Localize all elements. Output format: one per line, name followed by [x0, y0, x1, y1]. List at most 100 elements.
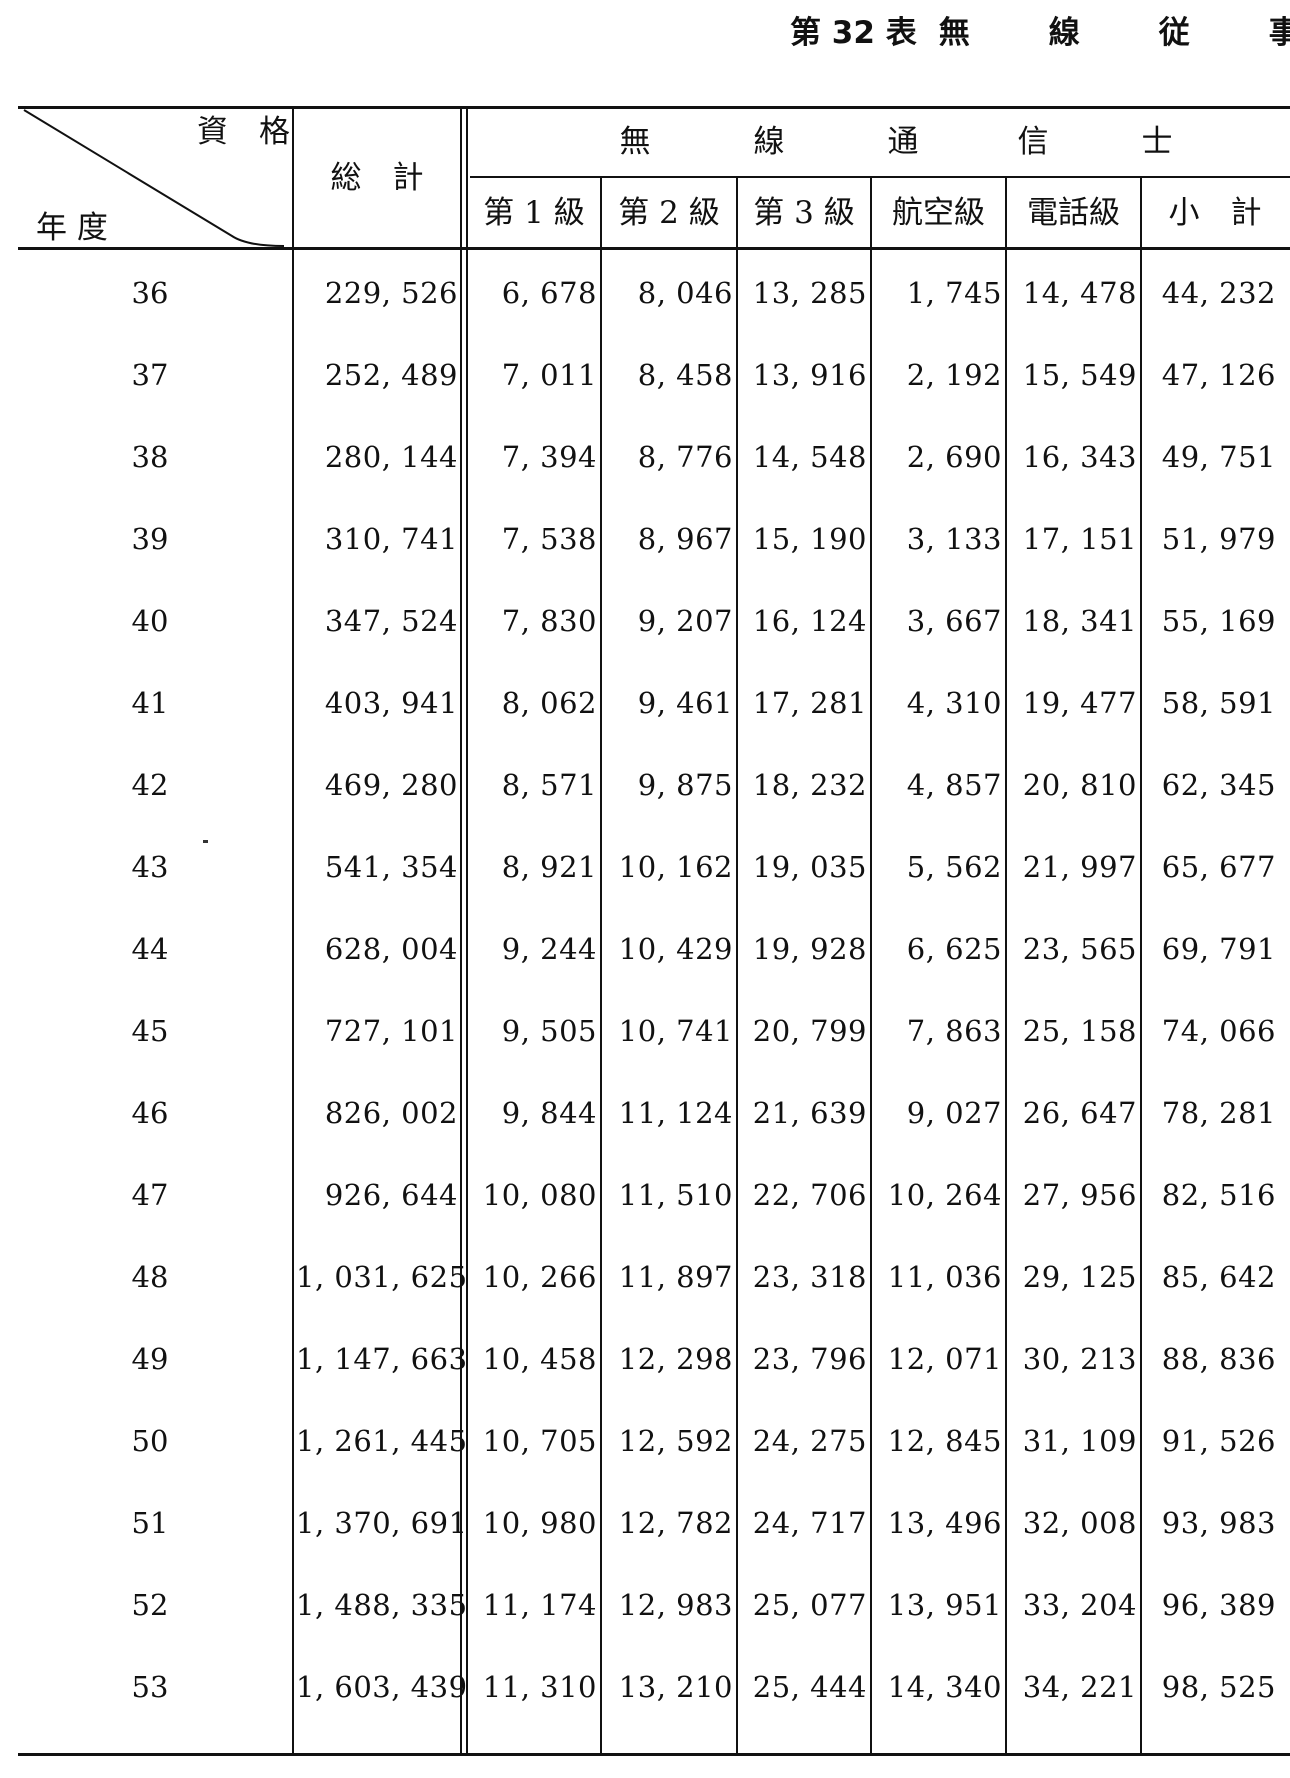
year-cell: 42: [131, 768, 169, 802]
grade1-cell: 6, 678: [501, 276, 597, 310]
total-cell: 403, 941: [324, 686, 458, 720]
grade2-cell: 13, 210: [618, 1670, 733, 1704]
year-cell: 50: [131, 1424, 169, 1458]
grade2-cell: 8, 776: [637, 440, 733, 474]
grade1-cell: 11, 174: [482, 1588, 597, 1622]
title-word: 事: [1268, 15, 1290, 51]
phone-cell: 14, 478: [1022, 276, 1137, 310]
year-cell: 52: [131, 1588, 169, 1622]
phone-cell: 23, 565: [1022, 932, 1137, 966]
col-header-grade3: 第 3 級: [753, 195, 855, 231]
total-cell: 229, 526: [324, 276, 458, 310]
page-title: 第 32 表無 線 従 事: [790, 8, 1290, 58]
grade1-cell: 7, 394: [501, 440, 597, 474]
subtotal-cell: 49, 751: [1161, 440, 1276, 474]
phone-cell: 30, 213: [1022, 1342, 1137, 1376]
table-row: 36 229, 526 6, 678 8, 046 13, 285 1, 745…: [0, 252, 1290, 334]
table-row: 46 826, 002 9, 844 11, 124 21, 639 9, 02…: [0, 1072, 1290, 1154]
subtotal-cell: 69, 791: [1161, 932, 1276, 966]
grade3-cell: 13, 916: [752, 358, 867, 392]
grade3-cell: 19, 035: [752, 850, 867, 884]
aviation-cell: 5, 562: [906, 850, 1002, 884]
col-header-grade1: 第 1 級: [483, 195, 585, 231]
grade1-cell: 9, 505: [501, 1014, 597, 1048]
group-header-char: 士: [1141, 124, 1173, 160]
aviation-cell: 7, 863: [906, 1014, 1002, 1048]
phone-cell: 25, 158: [1022, 1014, 1137, 1048]
year-cell: 39: [131, 522, 169, 556]
subtotal-cell: 78, 281: [1161, 1096, 1276, 1130]
grade3-cell: 16, 124: [752, 604, 867, 638]
grade3-cell: 13, 285: [752, 276, 867, 310]
col-divider-c2: [736, 178, 738, 1753]
year-cell: 49: [131, 1342, 169, 1376]
col-divider-phone: [1140, 178, 1142, 1753]
total-cell: 310, 741: [324, 522, 458, 556]
grade3-cell: 17, 281: [752, 686, 867, 720]
aviation-cell: 3, 133: [906, 522, 1002, 556]
col-divider-aviation: [1005, 178, 1007, 1753]
total-cell: 1, 031, 625: [296, 1260, 468, 1294]
total-cell: 1, 488, 335: [296, 1588, 468, 1622]
total-cell: 628, 004: [324, 932, 458, 966]
corner-diagonal: [23, 109, 285, 247]
col-header-grade2: 第 2 級: [618, 195, 720, 231]
grade2-cell: 8, 967: [637, 522, 733, 556]
col-divider-c1: [600, 178, 602, 1753]
grade3-cell: 15, 190: [752, 522, 867, 556]
phone-cell: 19, 477: [1022, 686, 1137, 720]
total-cell: 1, 370, 691: [296, 1506, 468, 1540]
table-row: 39 310, 741 7, 538 8, 967 15, 190 3, 133…: [0, 498, 1290, 580]
grade3-cell: 21, 639: [752, 1096, 867, 1130]
title-word: 従: [1158, 15, 1190, 51]
grade1-cell: 7, 538: [501, 522, 597, 556]
aviation-cell: 13, 496: [887, 1506, 1002, 1540]
corner-label-top: 資 格: [197, 114, 290, 150]
col-header-phone: 電話級: [1027, 195, 1120, 231]
aviation-cell: 2, 192: [906, 358, 1002, 392]
col-divider-c3: [870, 178, 872, 1753]
phone-cell: 17, 151: [1022, 522, 1137, 556]
phone-cell: 18, 341: [1022, 604, 1137, 638]
table-row: 47 926, 644 10, 080 11, 510 22, 706 10, …: [0, 1154, 1290, 1236]
aviation-cell: 9, 027: [906, 1096, 1002, 1130]
grade3-cell: 25, 077: [752, 1588, 867, 1622]
year-cell: 38: [131, 440, 169, 474]
grade1-cell: 9, 844: [501, 1096, 597, 1130]
aviation-cell: 12, 071: [887, 1342, 1002, 1376]
table-row: 53 1, 603, 439 11, 310 13, 210 25, 444 1…: [0, 1646, 1290, 1728]
phone-cell: 29, 125: [1022, 1260, 1137, 1294]
grade1-cell: 7, 011: [501, 358, 597, 392]
grade1-cell: 8, 571: [501, 768, 597, 802]
phone-cell: 21, 997: [1022, 850, 1137, 884]
subtotal-cell: 62, 345: [1161, 768, 1276, 802]
table-row: 52 1, 488, 335 11, 174 12, 983 25, 077 1…: [0, 1564, 1290, 1646]
grade3-cell: 23, 318: [752, 1260, 867, 1294]
grade3-cell: 23, 796: [752, 1342, 867, 1376]
grade3-cell: 25, 444: [752, 1670, 867, 1704]
subtotal-cell: 85, 642: [1161, 1260, 1276, 1294]
phone-cell: 15, 549: [1022, 358, 1137, 392]
year-cell: 53: [131, 1670, 169, 1704]
total-cell: 826, 002: [324, 1096, 458, 1130]
subtotal-cell: 82, 516: [1161, 1178, 1276, 1212]
total-cell: 1, 603, 439: [296, 1670, 468, 1704]
table-row: 49 1, 147, 663 10, 458 12, 298 23, 796 1…: [0, 1318, 1290, 1400]
corner-label-bottom: 年 度: [36, 210, 108, 246]
phone-cell: 34, 221: [1022, 1670, 1137, 1704]
table-row: 42 469, 280 8, 571 9, 875 18, 232 4, 857…: [0, 744, 1290, 826]
phone-cell: 33, 204: [1022, 1588, 1137, 1622]
title-word: 線: [1048, 15, 1080, 51]
grade2-cell: 12, 592: [618, 1424, 733, 1458]
grade3-cell: 24, 717: [752, 1506, 867, 1540]
top-rule: [18, 106, 1290, 109]
grade3-cell: 19, 928: [752, 932, 867, 966]
grade2-cell: 11, 124: [618, 1096, 733, 1130]
aviation-cell: 1, 745: [906, 276, 1002, 310]
year-cell: 46: [131, 1096, 169, 1130]
grade1-cell: 7, 830: [501, 604, 597, 638]
grade2-cell: 8, 458: [637, 358, 733, 392]
phone-cell: 27, 956: [1022, 1178, 1137, 1212]
grade1-cell: 10, 705: [482, 1424, 597, 1458]
subtotal-cell: 96, 389: [1161, 1588, 1276, 1622]
